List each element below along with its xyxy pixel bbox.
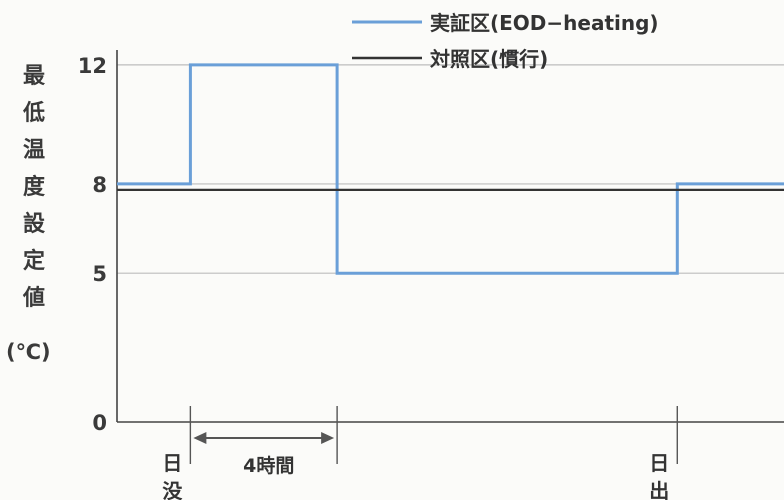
- y-tick-label: 8: [92, 173, 107, 197]
- series-line: [117, 63, 784, 275]
- y-tick-label: 12: [78, 54, 107, 78]
- sunset-label: 没: [162, 479, 183, 500]
- sunset-label: 日: [162, 451, 182, 475]
- duration-label: 4時間: [243, 455, 294, 477]
- y-axis-unit: (℃): [6, 340, 51, 364]
- duration-arrow-right-head: [321, 432, 335, 444]
- y-axis-label-char: 値: [22, 286, 45, 311]
- y-axis-label: 最低温度設定値: [14, 58, 54, 317]
- y-axis-label-char: 度: [22, 175, 45, 200]
- legend-label: 対照区(慣行): [429, 47, 548, 71]
- sunrise-label: 出: [649, 479, 669, 500]
- duration-arrow-left-head: [193, 432, 207, 444]
- sunrise-label: 日: [649, 451, 669, 475]
- y-axis-label-char: 最: [22, 64, 45, 89]
- y-tick-label: 0: [92, 411, 107, 435]
- y-axis-label-char: 定: [22, 249, 45, 274]
- legend-label: 実証区(EOD−heating): [430, 11, 659, 35]
- y-axis-label-char: 設: [22, 212, 45, 237]
- y-tick-label: 5: [92, 262, 107, 286]
- y-axis-label-char: 低: [22, 101, 45, 126]
- y-axis-label-char: 温: [22, 138, 45, 163]
